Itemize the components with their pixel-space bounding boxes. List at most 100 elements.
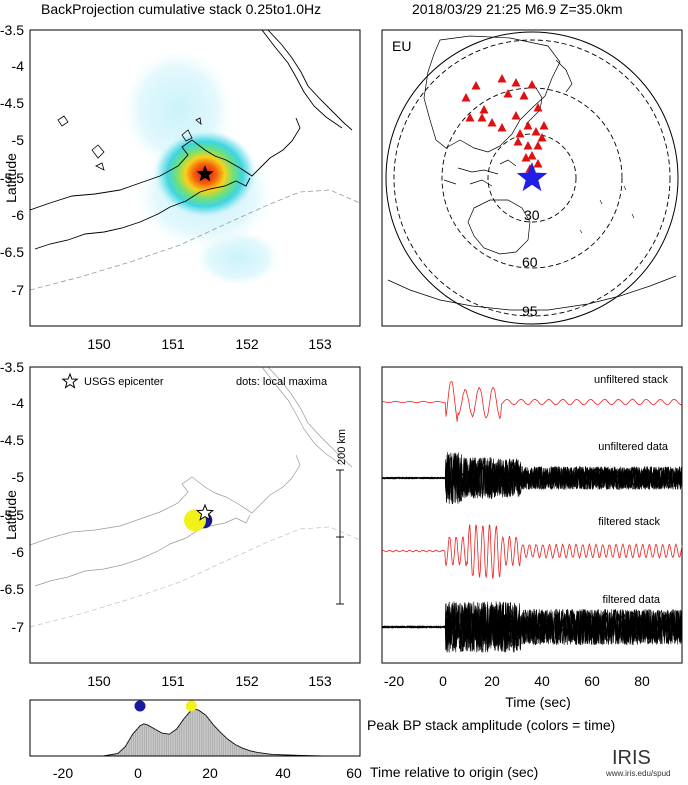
- maxima-xtick-3: 153: [308, 673, 332, 689]
- australia-outline: [467, 199, 531, 255]
- coastline-new-britain: [30, 117, 301, 250]
- maxima-ylabel: Latitude: [3, 490, 19, 540]
- legend-epicenter-label: USGS epicenter: [84, 376, 164, 388]
- antarctica-outline: [387, 275, 677, 311]
- maxima-ytick-3: -5: [12, 469, 25, 485]
- bp-ytick-5: -6: [12, 207, 25, 223]
- bp-ytick-0: -3.5: [0, 22, 24, 38]
- ring-60: [441, 87, 623, 269]
- maxima-xaxis: 150 151 152 153: [87, 673, 332, 689]
- local-maxima-panel: USGS epicenter dots: local maxima 200 km…: [0, 359, 361, 689]
- amp-xtick-2: 20: [202, 765, 218, 781]
- station-triangle: [461, 93, 471, 102]
- bp-ytick-2: -4.5: [0, 95, 24, 111]
- ring-label-30: 30: [524, 207, 540, 223]
- unfiltered-stack-trace: [381, 381, 682, 422]
- maxima-ytick-1: -4: [12, 395, 25, 411]
- station-globe-panel: EU 30 60 95: [381, 29, 683, 327]
- maxima-epicenter-star-icon: [195, 503, 215, 521]
- epicenter-star-icon: [196, 165, 214, 182]
- bp-ytick-4: -5.5: [0, 170, 24, 186]
- bp-map-xaxis: 150 151 152 153: [87, 336, 332, 352]
- station-triangle: [533, 103, 543, 112]
- bp-ytick-7: -7: [12, 282, 25, 298]
- station-triangle: [523, 141, 533, 150]
- station-triangle: [471, 81, 481, 90]
- label-filtered-stack: filtered stack: [598, 516, 660, 528]
- wave-xtick-5: 80: [634, 673, 650, 689]
- bp-xtick-0: 150: [87, 336, 111, 352]
- maritime-islands: [443, 159, 517, 187]
- amp-xtick-0: -20: [53, 765, 73, 781]
- scalebar-label: 200 km: [336, 429, 348, 465]
- iris-logo: IRIS www.iris.edu/spud: [605, 747, 670, 778]
- maxima-ytick-7: -7: [12, 619, 25, 635]
- maxima-xtick-2: 152: [235, 673, 259, 689]
- amp-xtick-4: 60: [346, 765, 362, 781]
- legend-star-icon: [61, 372, 79, 389]
- station-triangle: [497, 123, 507, 132]
- peak-amplitude-title: Peak BP stack amplitude (colors = time): [367, 717, 615, 733]
- maxima-trench-line: [30, 526, 360, 628]
- station-markers: [461, 74, 549, 173]
- maxima-ytick-2: -4.5: [0, 432, 24, 448]
- ring-95: [393, 39, 671, 317]
- peak-marker-yellow: [185, 700, 197, 712]
- pacific-islets: [579, 185, 635, 234]
- waveforms-frame: [381, 366, 683, 664]
- wave-xtick-4: 60: [584, 673, 600, 689]
- waveforms-panel: unfiltered stack unfiltered data filtere…: [381, 366, 683, 710]
- station-triangle: [479, 105, 489, 114]
- station-triangle: [539, 121, 549, 130]
- station-triangle: [497, 74, 507, 83]
- maxima-ytick-4: -5.5: [0, 507, 24, 523]
- maxima-xtick-0: 150: [87, 673, 111, 689]
- bp-ytick-6: -6.5: [0, 244, 24, 260]
- station-triangle: [511, 78, 521, 87]
- maxima-yaxis: -3.5 -4 -4.5 -5 -5.5 -6 -6.5 -7: [0, 359, 24, 635]
- maxima-coastline: [30, 367, 353, 587]
- globe-region-label: EU: [392, 38, 411, 54]
- title-right: 2018/03/29 21:25 M6.9 Z=35.0km: [412, 1, 623, 17]
- globe-frame: [381, 29, 683, 327]
- coastline-islets: [57, 115, 202, 171]
- station-triangle: [533, 159, 543, 168]
- peak-amplitude-xlabel: Time relative to origin (sec): [370, 764, 538, 780]
- amp-xtick-1: 0: [134, 765, 142, 781]
- bp-map-panel: -3.5 -4 -4.5 -5 -5.5 -6 -6.5 -7 150 151 …: [0, 22, 361, 352]
- station-triangle: [527, 151, 537, 160]
- station-triangle: [515, 129, 525, 138]
- bp-ytick-1: -4: [12, 58, 25, 74]
- ring-label-95: 95: [522, 303, 538, 319]
- station-triangle: [487, 118, 497, 127]
- peak-amplitude-markers: [134, 700, 197, 712]
- maxima-dot-yellow: [184, 509, 206, 532]
- amp-xtick-3: 40: [275, 765, 291, 781]
- bp-map-frame: [29, 29, 361, 327]
- station-triangle: [511, 111, 521, 120]
- waveforms-xaxis: -20 0 20 40 60 80: [384, 673, 650, 689]
- maxima-ytick-6: -6.5: [0, 581, 24, 597]
- peak-marker-blue: [134, 700, 146, 712]
- iris-logo-url: www.iris.edu/spud: [605, 769, 670, 778]
- station-triangle: [523, 121, 533, 130]
- station-triangle: [533, 141, 543, 150]
- wave-xtick-2: 20: [484, 673, 500, 689]
- bp-xtick-2: 152: [235, 336, 259, 352]
- peak-amplitude-xaxis: -20 0 20 40 60: [53, 765, 362, 781]
- station-triangle: [537, 133, 547, 142]
- wave-xtick-0: -20: [384, 673, 404, 689]
- title-left: BackProjection cumulative stack 0.25to1.…: [41, 1, 321, 17]
- bp-xtick-1: 151: [161, 336, 185, 352]
- maxima-ytick-0: -3.5: [0, 359, 24, 375]
- label-unfiltered-data: unfiltered data: [598, 441, 669, 453]
- peak-amplitude-panel: -20 0 20 40 60 Peak BP stack amplitude (…: [29, 699, 615, 781]
- maxima-ytick-5: -6: [12, 544, 25, 560]
- station-triangle: [527, 80, 537, 89]
- bp-ylabel: Latitude: [3, 153, 19, 203]
- coastline-new-ireland: [261, 30, 353, 131]
- filtered-stack-trace: [381, 523, 683, 579]
- iris-logo-text: IRIS: [612, 747, 651, 769]
- filtered-data-trace: [381, 602, 683, 653]
- waveform-traces: [381, 381, 683, 653]
